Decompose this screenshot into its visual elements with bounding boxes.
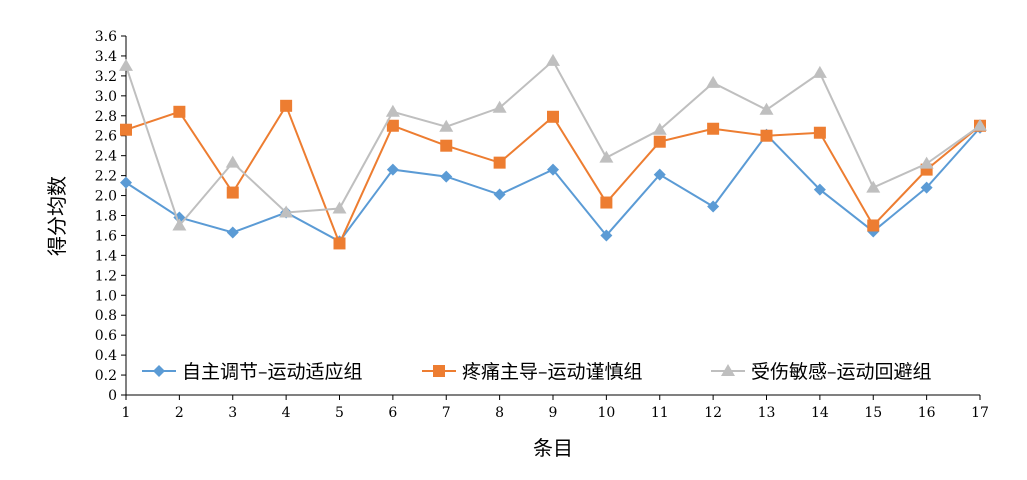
x-tick-label: 17 [971, 405, 989, 421]
data-point [226, 226, 239, 239]
series-line [125, 127, 981, 243]
x-tick-label: 2 [175, 405, 184, 421]
y-tick-label: 0.6 [95, 328, 117, 344]
x-tick-label: 16 [918, 405, 936, 421]
data-point [226, 186, 239, 199]
y-tick-label: 2.2 [95, 169, 117, 185]
legend-swatch-marker [433, 365, 445, 377]
data-point [867, 219, 880, 232]
x-tick-label: 12 [704, 405, 722, 421]
legend-label: 疼痛主导–运动谨慎组 [462, 361, 643, 383]
data-point [919, 156, 934, 169]
x-ticks: 1 2 3 4 5 6 7 8 9 10 11 12 13 14 15 16 17 [122, 395, 989, 421]
y-tick-label: 3.4 [95, 49, 117, 65]
x-tick-label: 9 [549, 405, 558, 421]
legend: 自主调节–运动适应组 疼痛主导–运动谨慎组 受伤敏感–运动回避组 [142, 361, 932, 383]
x-tick-label: 11 [651, 405, 669, 421]
data-point [653, 168, 666, 181]
y-tick-label: 1.6 [95, 228, 117, 244]
data-point [600, 196, 613, 209]
y-tick-label: 0.2 [95, 368, 117, 384]
data-point [173, 105, 186, 118]
x-tick-label: 7 [442, 405, 451, 421]
y-tick-label: 1.8 [95, 209, 117, 225]
x-tick-label: 8 [495, 405, 504, 421]
data-point [385, 104, 400, 117]
data-point [386, 119, 399, 132]
data-point [493, 156, 506, 169]
data-point [439, 119, 454, 132]
y-tick-label: 0 [108, 388, 117, 404]
y-tick-label: 3.2 [95, 69, 117, 85]
legend-label: 自主调节–运动适应组 [182, 361, 363, 383]
data-point [493, 188, 506, 201]
data-point [706, 75, 721, 88]
x-tick-label: 15 [864, 405, 882, 421]
x-axis-title: 条目 [533, 436, 573, 460]
data-point [119, 58, 133, 71]
x-tick-label: 1 [122, 405, 131, 421]
legend-item: 受伤敏感–运动回避组 [711, 361, 932, 383]
y-tick-label: 1.4 [95, 248, 117, 264]
data-point [440, 139, 453, 152]
y-axis-title: 得分均数 [45, 176, 69, 256]
y-tick-label: 0.8 [95, 308, 117, 324]
data-point [812, 65, 827, 78]
data-point [386, 163, 399, 176]
data-point [279, 205, 294, 218]
x-tick-label: 4 [282, 405, 291, 421]
legend-label: 受伤敏感–运动回避组 [751, 361, 932, 383]
x-tick-label: 5 [335, 405, 344, 421]
series-group [119, 53, 987, 250]
data-point [120, 176, 132, 189]
data-point [653, 135, 666, 148]
data-point [652, 122, 667, 135]
y-tick-label: 2.8 [95, 109, 117, 125]
y-tick-label: 0.4 [95, 348, 117, 364]
y-tick-label: 2.4 [95, 149, 117, 165]
x-tick-label: 13 [758, 405, 776, 421]
series-3 [119, 53, 987, 231]
legend-swatch-marker [153, 365, 165, 377]
data-point [813, 126, 826, 139]
y-tick-label: 2.0 [95, 189, 117, 205]
data-point [440, 170, 453, 183]
data-point [492, 100, 507, 113]
data-point [120, 123, 132, 136]
data-point [333, 237, 346, 250]
x-tick-label: 14 [811, 405, 829, 421]
data-point [760, 129, 773, 142]
data-point [172, 218, 187, 231]
data-point [973, 118, 987, 131]
data-point [546, 53, 560, 66]
x-tick-label: 3 [228, 405, 237, 421]
data-point [920, 181, 933, 194]
y-ticks: 0 0.2 0.4 0.6 0.8 1.0 1.2 1.4 1.6 1.8 2.0 2.2 2.4 2.6… [95, 29, 126, 404]
data-point [225, 155, 240, 168]
data-point [813, 183, 826, 196]
y-tick-label: 1.0 [95, 288, 117, 304]
x-tick-label: 6 [388, 405, 397, 421]
data-point [547, 163, 559, 176]
data-point [759, 102, 774, 115]
data-point [280, 99, 293, 112]
y-tick-label: 2.6 [95, 129, 117, 145]
legend-item: 疼痛主导–运动谨慎组 [422, 361, 643, 383]
y-tick-label: 1.2 [95, 268, 117, 284]
legend-item: 自主调节–运动适应组 [142, 361, 363, 383]
data-point [332, 201, 347, 214]
legend-swatch-marker [721, 364, 735, 376]
data-point [547, 110, 559, 123]
y-tick-label: 3.0 [95, 89, 117, 105]
data-point [707, 200, 720, 213]
data-point [707, 122, 720, 135]
data-point [599, 150, 614, 163]
y-tick-label: 3.6 [95, 29, 117, 45]
series-1 [120, 121, 986, 248]
x-tick-label: 10 [597, 405, 615, 421]
data-point [600, 229, 613, 242]
data-point [866, 180, 881, 193]
series-line [125, 59, 981, 228]
